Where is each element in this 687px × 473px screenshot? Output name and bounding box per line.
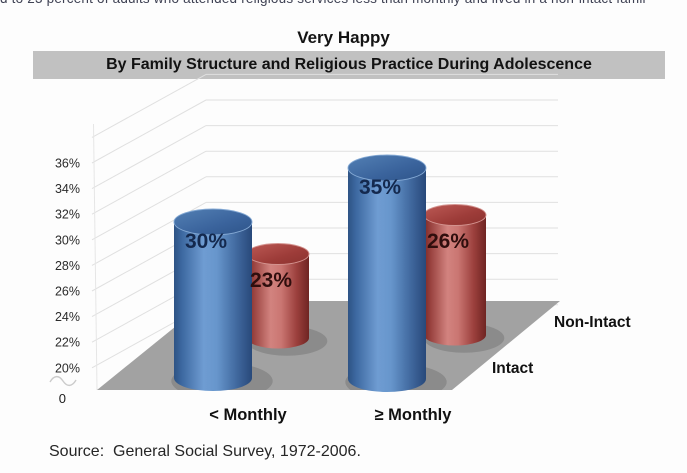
cylinder-body (247, 254, 309, 349)
category-label: ≥ Monthly (375, 406, 453, 424)
axis-break-icon (49, 375, 77, 387)
gridline-wall (91, 150, 207, 215)
category-label: < Monthly (209, 406, 287, 424)
chart-title: Very Happy (297, 28, 390, 47)
gridline-wall (91, 176, 207, 241)
cylinder-body (424, 215, 486, 346)
gridline-wall (91, 125, 207, 190)
cylinder-intact-0 (173, 208, 253, 391)
value-label: 30% (185, 230, 227, 253)
y-axis-tick-label: 20% (55, 361, 80, 375)
value-label: 35% (359, 176, 401, 199)
y-axis-tick-label: 30% (55, 233, 80, 247)
value-label: 23% (250, 269, 292, 292)
y-axis-tick-label: 26% (55, 285, 80, 299)
series-label-non-intact: Non-Intact (554, 314, 631, 331)
cylinder-body (174, 222, 252, 391)
cylinder-top (347, 154, 427, 182)
y-axis-tick-label: 28% (55, 259, 80, 273)
y-axis-tick-label: 24% (55, 310, 80, 324)
chart-subtitle-band: By Family Structure and Religious Practi… (33, 51, 665, 79)
cylinder-body (348, 168, 426, 392)
cylinder-intact-1 (347, 154, 427, 392)
y-axis-line (93, 123, 98, 391)
y-axis-tick-label: 36% (55, 157, 80, 171)
y-axis-origin-label: 0 (59, 391, 66, 406)
cylinder-top (423, 204, 487, 226)
source-note: Source: General Social Survey, 1972-2006… (49, 443, 361, 460)
value-label: 26% (427, 230, 469, 253)
y-axis-tick-label: 32% (55, 208, 80, 222)
cylinder-non-intact-0 (246, 243, 310, 349)
cylinder-top (246, 243, 310, 265)
cylinder-top (173, 208, 253, 236)
gridline-wall (91, 99, 207, 164)
y-axis-tick-label: 22% (55, 336, 80, 350)
chart-subtitle: By Family Structure and Religious Practi… (106, 56, 592, 73)
y-axis-tick-label: 34% (55, 182, 80, 196)
top-clipped-text-row: d to 23 percent of adults who attended r… (0, 0, 687, 8)
series-label-intact: Intact (492, 360, 533, 377)
cylinder-non-intact-1 (423, 204, 487, 346)
gridline-wall (91, 73, 207, 138)
top-clipped-text: d to 23 percent of adults who attended r… (0, 0, 687, 5)
